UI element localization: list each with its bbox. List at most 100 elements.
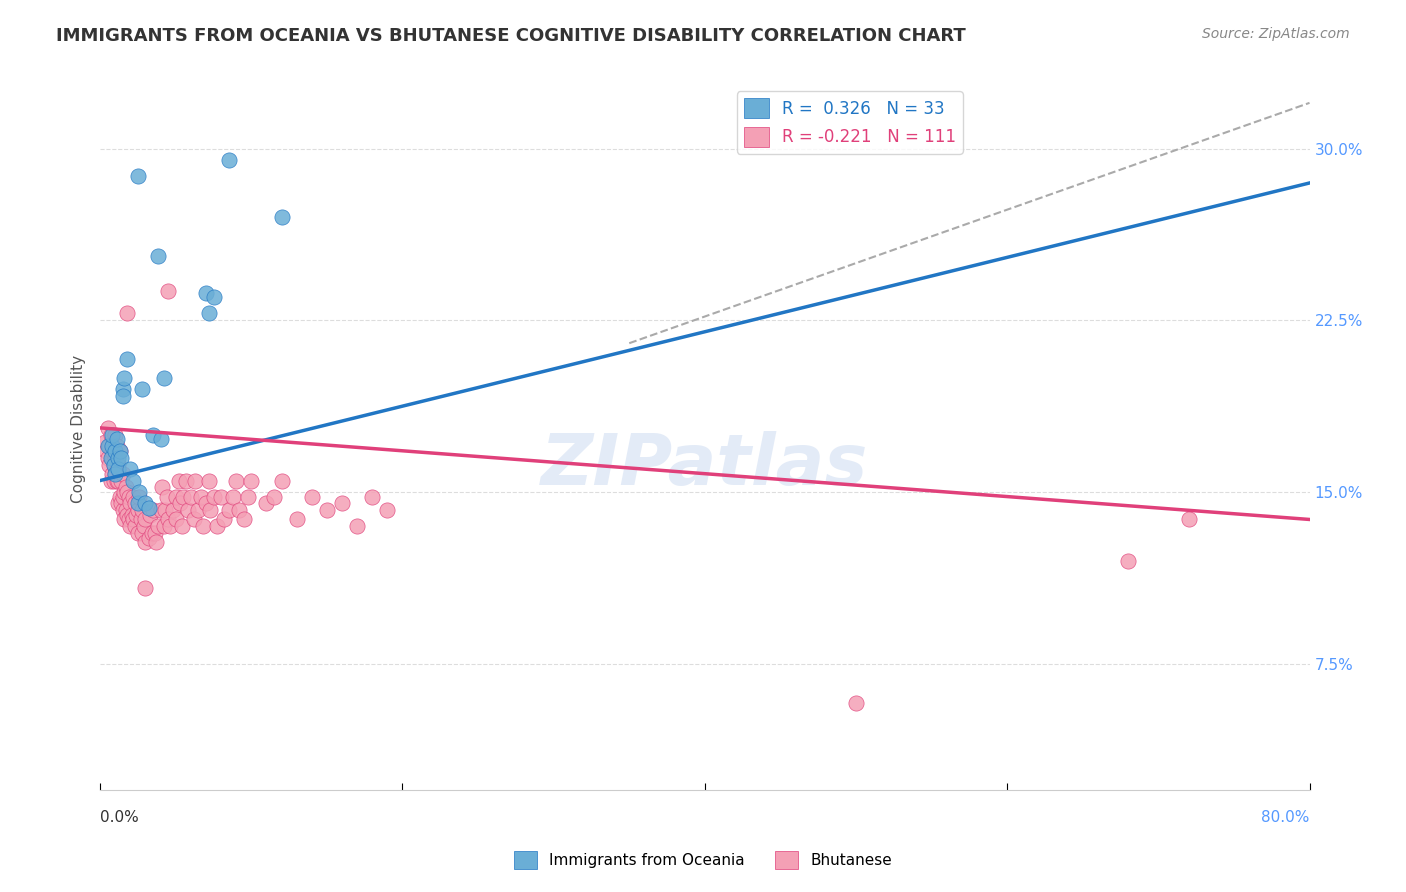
Point [228, 503, 250, 517]
Point [108, 443, 131, 458]
Point [165, 512, 187, 526]
Point [225, 474, 247, 488]
Point [232, 512, 254, 526]
Point [218, 503, 240, 517]
Point [157, 284, 180, 298]
Point [845, 696, 868, 710]
Point [194, 496, 217, 510]
Point [117, 306, 139, 320]
Point [120, 462, 142, 476]
Point [105, 474, 128, 488]
Point [152, 370, 174, 384]
Point [212, 512, 235, 526]
Point [112, 370, 135, 384]
Point [114, 503, 136, 517]
Point [285, 512, 308, 526]
Point [111, 467, 134, 481]
Point [1177, 512, 1199, 526]
Point [165, 490, 187, 504]
Point [112, 485, 135, 500]
Point [118, 490, 141, 504]
Point [301, 490, 323, 504]
Point [162, 503, 184, 517]
Text: Source: ZipAtlas.com: Source: ZipAtlas.com [1202, 27, 1350, 41]
Point [315, 503, 337, 517]
Point [101, 427, 124, 442]
Point [218, 153, 240, 167]
Point [104, 450, 127, 465]
Point [127, 169, 149, 183]
Point [97, 450, 120, 465]
Point [134, 535, 156, 549]
Point [172, 490, 194, 504]
Point [117, 485, 139, 500]
Point [104, 467, 127, 481]
Point [105, 433, 128, 447]
Point [263, 490, 285, 504]
Y-axis label: Cognitive Disability: Cognitive Disability [72, 355, 86, 503]
Point [110, 474, 132, 488]
Point [150, 480, 173, 494]
Point [142, 503, 165, 517]
Point [118, 512, 141, 526]
Point [361, 490, 384, 504]
Point [209, 490, 232, 504]
Point [145, 535, 167, 549]
Point [156, 490, 179, 504]
Point [100, 450, 122, 465]
Point [122, 512, 145, 526]
Point [134, 581, 156, 595]
Point [122, 490, 145, 504]
Point [138, 531, 160, 545]
Point [127, 503, 149, 517]
Point [134, 496, 156, 510]
Point [101, 467, 124, 481]
Point [134, 512, 156, 526]
Point [176, 474, 198, 488]
Point [200, 503, 222, 517]
Point [205, 519, 228, 533]
Point [97, 421, 120, 435]
Point [194, 285, 217, 300]
Point [121, 508, 143, 522]
Text: 0.0%: 0.0% [100, 810, 139, 825]
Point [330, 496, 353, 510]
Point [120, 496, 142, 510]
Point [142, 427, 165, 442]
Point [107, 474, 129, 488]
Point [146, 249, 169, 263]
Text: ZIPatlas: ZIPatlas [541, 431, 869, 500]
Point [198, 474, 221, 488]
Point [103, 474, 125, 488]
Point [167, 474, 190, 488]
Point [101, 450, 124, 465]
Point [112, 512, 135, 526]
Point [141, 526, 163, 541]
Point [107, 450, 129, 465]
Point [107, 458, 129, 472]
Point [254, 496, 277, 510]
Point [127, 496, 149, 510]
Point [111, 503, 134, 517]
Point [124, 519, 146, 533]
Point [131, 526, 153, 541]
Text: IMMIGRANTS FROM OCEANIA VS BHUTANESE COGNITIVE DISABILITY CORRELATION CHART: IMMIGRANTS FROM OCEANIA VS BHUTANESE COG… [56, 27, 966, 45]
Point [104, 427, 127, 442]
Point [108, 490, 131, 504]
Text: 80.0%: 80.0% [1261, 810, 1309, 825]
Point [105, 439, 128, 453]
Point [202, 290, 225, 304]
Point [98, 458, 121, 472]
Point [128, 490, 150, 504]
Point [104, 467, 127, 481]
Point [114, 480, 136, 494]
Point [101, 439, 124, 453]
Point [191, 519, 214, 533]
Point [111, 389, 134, 403]
Point [103, 458, 125, 472]
Legend: R =  0.326   N = 33, R = -0.221   N = 111: R = 0.326 N = 33, R = -0.221 N = 111 [737, 91, 963, 153]
Point [131, 503, 153, 517]
Point [169, 496, 191, 510]
Point [128, 485, 150, 500]
Point [127, 526, 149, 541]
